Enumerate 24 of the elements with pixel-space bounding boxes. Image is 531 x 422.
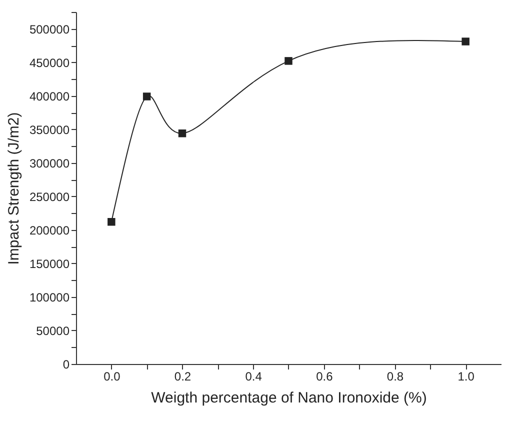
y-tick-label: 500000 bbox=[29, 22, 70, 36]
y-tick-label: 450000 bbox=[29, 56, 70, 70]
x-axis-title: Weigth percentage of Nano Ironoxide (%) bbox=[151, 390, 427, 406]
x-tick-label: 0.0 bbox=[104, 370, 121, 384]
point bbox=[108, 218, 116, 226]
point bbox=[178, 129, 186, 138]
point bbox=[142, 92, 151, 100]
x-tick-label: 0.2 bbox=[174, 370, 192, 384]
point bbox=[284, 57, 292, 65]
x-tick-label: 0.8 bbox=[386, 370, 404, 384]
y-tick-label: 100000 bbox=[29, 290, 70, 304]
point bbox=[462, 38, 470, 46]
y-tick-label: 400000 bbox=[29, 89, 70, 104]
y-tick-label: 0 bbox=[62, 358, 70, 372]
x-tick-label: 1.0 bbox=[458, 370, 475, 384]
x-tick-label: 0.6 bbox=[316, 370, 334, 384]
x-tick-label: 0.4 bbox=[245, 370, 262, 384]
y-tick-label: 200000 bbox=[29, 223, 70, 238]
y-tick-label: 150000 bbox=[29, 256, 70, 271]
y-tick-label: 250000 bbox=[29, 190, 70, 204]
y-tick-label: 350000 bbox=[29, 122, 70, 137]
y-tick-label: 300000 bbox=[29, 156, 70, 170]
y-axis-title: Impact Strength (J/m2) bbox=[5, 112, 22, 265]
y-tick-label: 50000 bbox=[36, 324, 70, 338]
